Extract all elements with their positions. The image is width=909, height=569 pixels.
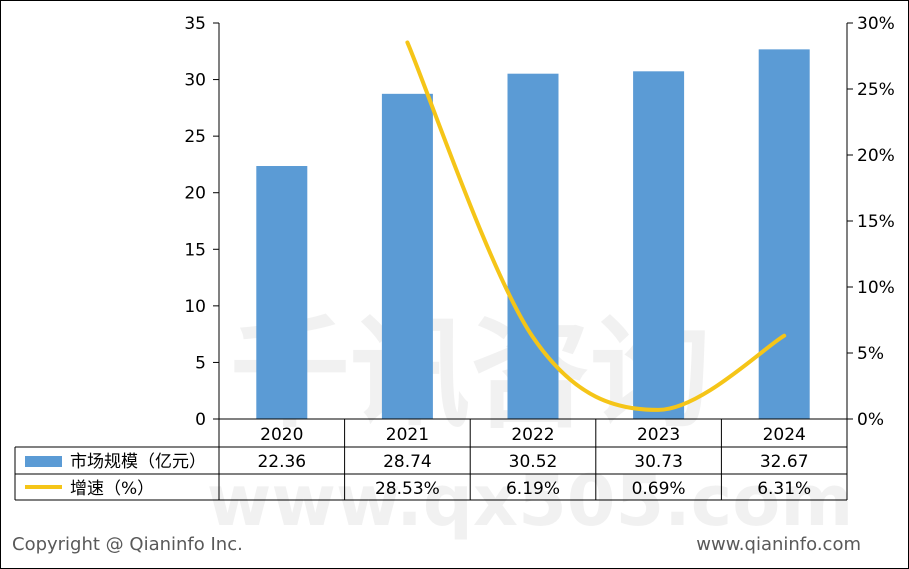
right-tick-label: 5% [857,344,884,364]
left-tick-label: 25 [184,127,206,147]
bar-value-label: 30.73 [634,452,683,472]
bar-2020 [256,166,308,419]
growth-value-label: 0.69% [632,479,686,499]
right-tick-label: 30% [857,14,895,34]
growth-value-label: 28.53% [375,479,440,499]
bar-2023 [633,71,685,419]
bar-value-label: 28.74 [383,452,432,472]
right-tick-label: 15% [857,212,895,232]
growth-line [405,40,787,412]
website-text: www.qianinfo.com [696,534,861,555]
left-tick-label: 0 [195,410,206,430]
bar-legend-swatch [25,456,62,467]
category-label: 2020 [260,425,303,445]
bars [256,49,810,420]
growth-value-label: 6.31% [757,479,811,499]
growth-line-path [405,40,787,412]
category-label: 2024 [763,425,806,445]
category-label: 2021 [386,425,429,445]
watermark-url: www.qx505.com [207,460,854,542]
left-tick-label: 10 [184,297,206,317]
axes: 0 5 10 15 20 25 30 35 0% 5% 10% 15% 20% 25% 30% [184,14,894,430]
copyright-text: Copyright @ Qianinfo Inc. [12,534,243,555]
bar-value-label: 32.67 [760,452,809,472]
left-tick-label: 30 [184,71,206,91]
category-label: 2022 [511,425,554,445]
right-tick-label: 20% [857,146,895,166]
right-tick-label: 0% [857,410,884,430]
bar-2021 [381,93,433,420]
bar-2024 [758,49,810,420]
right-tick-label: 10% [857,278,895,298]
category-label: 2023 [637,425,680,445]
growth-value-label: 6.19% [506,479,560,499]
left-tick-label: 5 [195,353,206,373]
bar-series-name: 市场规模（亿元） [70,452,206,472]
left-tick-label: 20 [184,184,206,204]
bar-value-label: 30.52 [509,452,558,472]
bar-value-label: 22.36 [257,452,306,472]
left-tick-label: 35 [184,14,206,34]
right-tick-label: 25% [857,80,895,100]
left-tick-label: 15 [184,240,206,260]
data-table: 2020 2021 2022 2023 2024 市场规模（亿元） 增速（%） 22.36 28… [14,418,848,501]
bar-2022 [507,73,559,420]
line-series-name: 增速（%） [70,479,154,499]
